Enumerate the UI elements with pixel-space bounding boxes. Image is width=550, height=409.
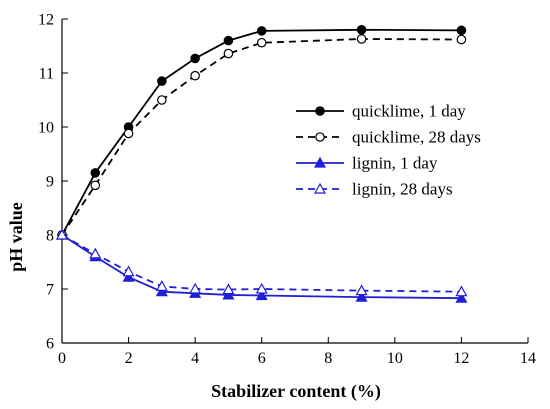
x-tick-label: 2 [125,350,133,367]
x-tick-label: 0 [58,350,66,367]
series-4 [55,228,468,297]
data-point [157,95,167,105]
legend: quicklime, 1 day quicklime, 28 days lignin… [296,102,481,199]
data-point [256,26,267,36]
data-point [456,25,467,36]
data-point [222,288,235,300]
data-point [455,291,468,303]
legend-item: lignin, 28 days [296,180,453,199]
data-point [356,34,367,44]
x-tick-label: 14 [520,350,536,367]
data-point [123,128,134,139]
data-point [155,280,168,291]
data-point [223,35,234,46]
data-point [189,282,202,294]
data-point [355,284,368,296]
data-point [157,76,167,86]
data-point [190,70,200,81]
data-point [90,168,101,178]
y-tick-label: 12 [38,12,54,29]
legend-label: quicklime, 1 day [352,102,466,121]
x-tick-label: 4 [191,350,199,367]
legend-label: quicklime, 28 days [352,128,481,147]
x-tick-label: 8 [324,350,332,367]
legend-item: quicklime, 1 day [296,102,466,121]
y-tick-label: 10 [38,120,54,137]
data-point [256,37,267,48]
data-point [455,285,468,297]
legend-item: quicklime, 28 days [296,128,481,147]
data-point [255,282,268,294]
y-axis-title: pH value [6,202,26,272]
y-tick-label: 9 [46,174,54,191]
legend-label: lignin, 1 day [352,154,438,173]
data-point [90,180,101,191]
y-axis: 6 7 8 9 10 11 12 [38,12,68,353]
x-tick-label: 12 [453,350,469,367]
data-point [255,289,268,301]
legend-marker [313,182,327,194]
data-point [355,290,368,302]
data-point [89,247,102,259]
legend-marker [315,132,325,142]
data-point [356,24,367,35]
y-tick-label: 6 [46,336,54,353]
data-point [122,265,135,277]
data-point [190,53,200,64]
x-tick-label: 6 [258,350,266,367]
y-tick-label: 7 [46,282,54,299]
data-point [55,228,69,240]
data-point [222,283,235,295]
legend-marker [315,106,325,116]
data-point [456,34,467,45]
x-tick-label: 10 [387,350,403,367]
data-point [223,48,234,59]
x-axis: 0 2 4 6 8 10 12 14 [58,337,536,367]
data-point [122,270,135,282]
legend-label: lignin, 28 days [352,180,453,199]
data-point [155,285,168,297]
x-axis-title: Stabilizer content (%) [211,381,381,402]
legend-marker [313,156,327,168]
series-layer [55,24,468,303]
y-tick-label: 8 [46,228,54,245]
series-1 [57,24,467,240]
y-tick-label: 11 [39,66,54,83]
legend-item: lignin, 1 day [296,154,438,173]
